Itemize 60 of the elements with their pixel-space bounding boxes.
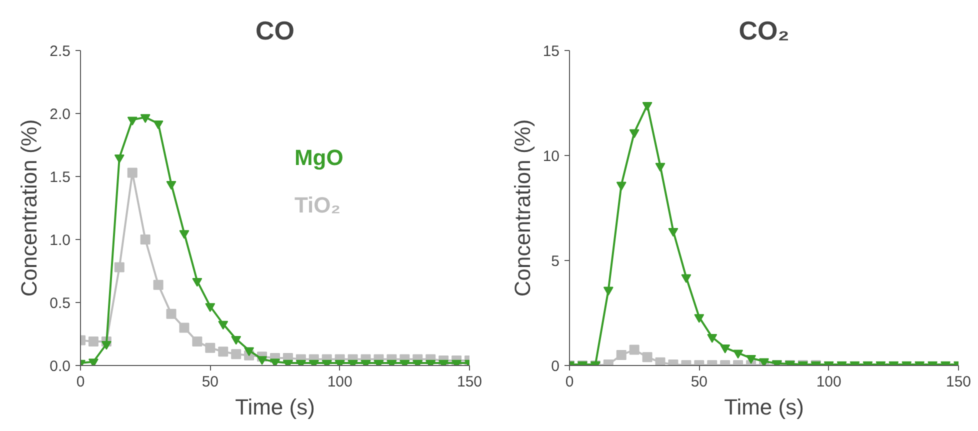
point [231,336,242,345]
point [616,350,626,360]
y-tick-label: 0.0 [50,358,71,375]
point [205,342,216,353]
chart-title: CO₂ [738,16,790,46]
point [668,228,678,237]
y-tick-label: 10 [542,148,560,165]
chart-title: CO [256,16,294,46]
x-tick-label: 150 [456,374,482,390]
point [629,129,640,138]
point [681,274,692,283]
point [629,344,640,355]
x-tick-label: 150 [946,374,972,390]
point [655,162,666,172]
y-axis-title: Concentration (%) [16,119,42,297]
point [205,303,216,312]
y-tick-label: 0.5 [50,295,71,312]
text: TiO₂ [294,192,340,218]
y-tick-label: 1.5 [50,169,71,186]
x-tick-label: 100 [327,374,352,390]
x-tick-label: 50 [202,374,219,390]
point [114,262,124,272]
point [642,102,652,111]
point [231,349,242,360]
point [218,346,228,357]
point [140,234,150,244]
y-tick-label: 2.0 [50,106,71,123]
text: MgO [294,145,344,170]
point [655,357,666,366]
point [166,308,176,319]
point [179,322,190,333]
point [101,340,112,350]
y-tick-label: 0 [551,358,560,375]
point [153,120,164,130]
point [127,116,138,126]
point [88,336,98,347]
x-tick-label: 0 [76,374,85,390]
x-axis-title: Time (s) [724,394,804,420]
point [192,336,202,347]
point [166,180,176,190]
point [140,114,150,123]
y-tick-label: 2.5 [50,43,71,60]
point [270,358,280,366]
point [244,347,254,356]
y-axis-title: Concentration (%) [510,119,535,297]
y-tick-label: 5 [551,253,560,270]
point [153,280,164,290]
point [616,182,626,191]
point [127,168,138,178]
x-axis-title: Time (s) [235,394,315,420]
point [218,320,228,330]
point [114,154,124,164]
point [257,356,268,365]
point [192,278,202,287]
y-tick-label: 15 [542,43,560,60]
x-tick-label: 50 [690,374,708,390]
y-tick-label: 1.0 [50,232,71,249]
x-tick-label: 0 [565,374,574,390]
x-tick-label: 100 [816,374,842,390]
point [179,230,190,239]
